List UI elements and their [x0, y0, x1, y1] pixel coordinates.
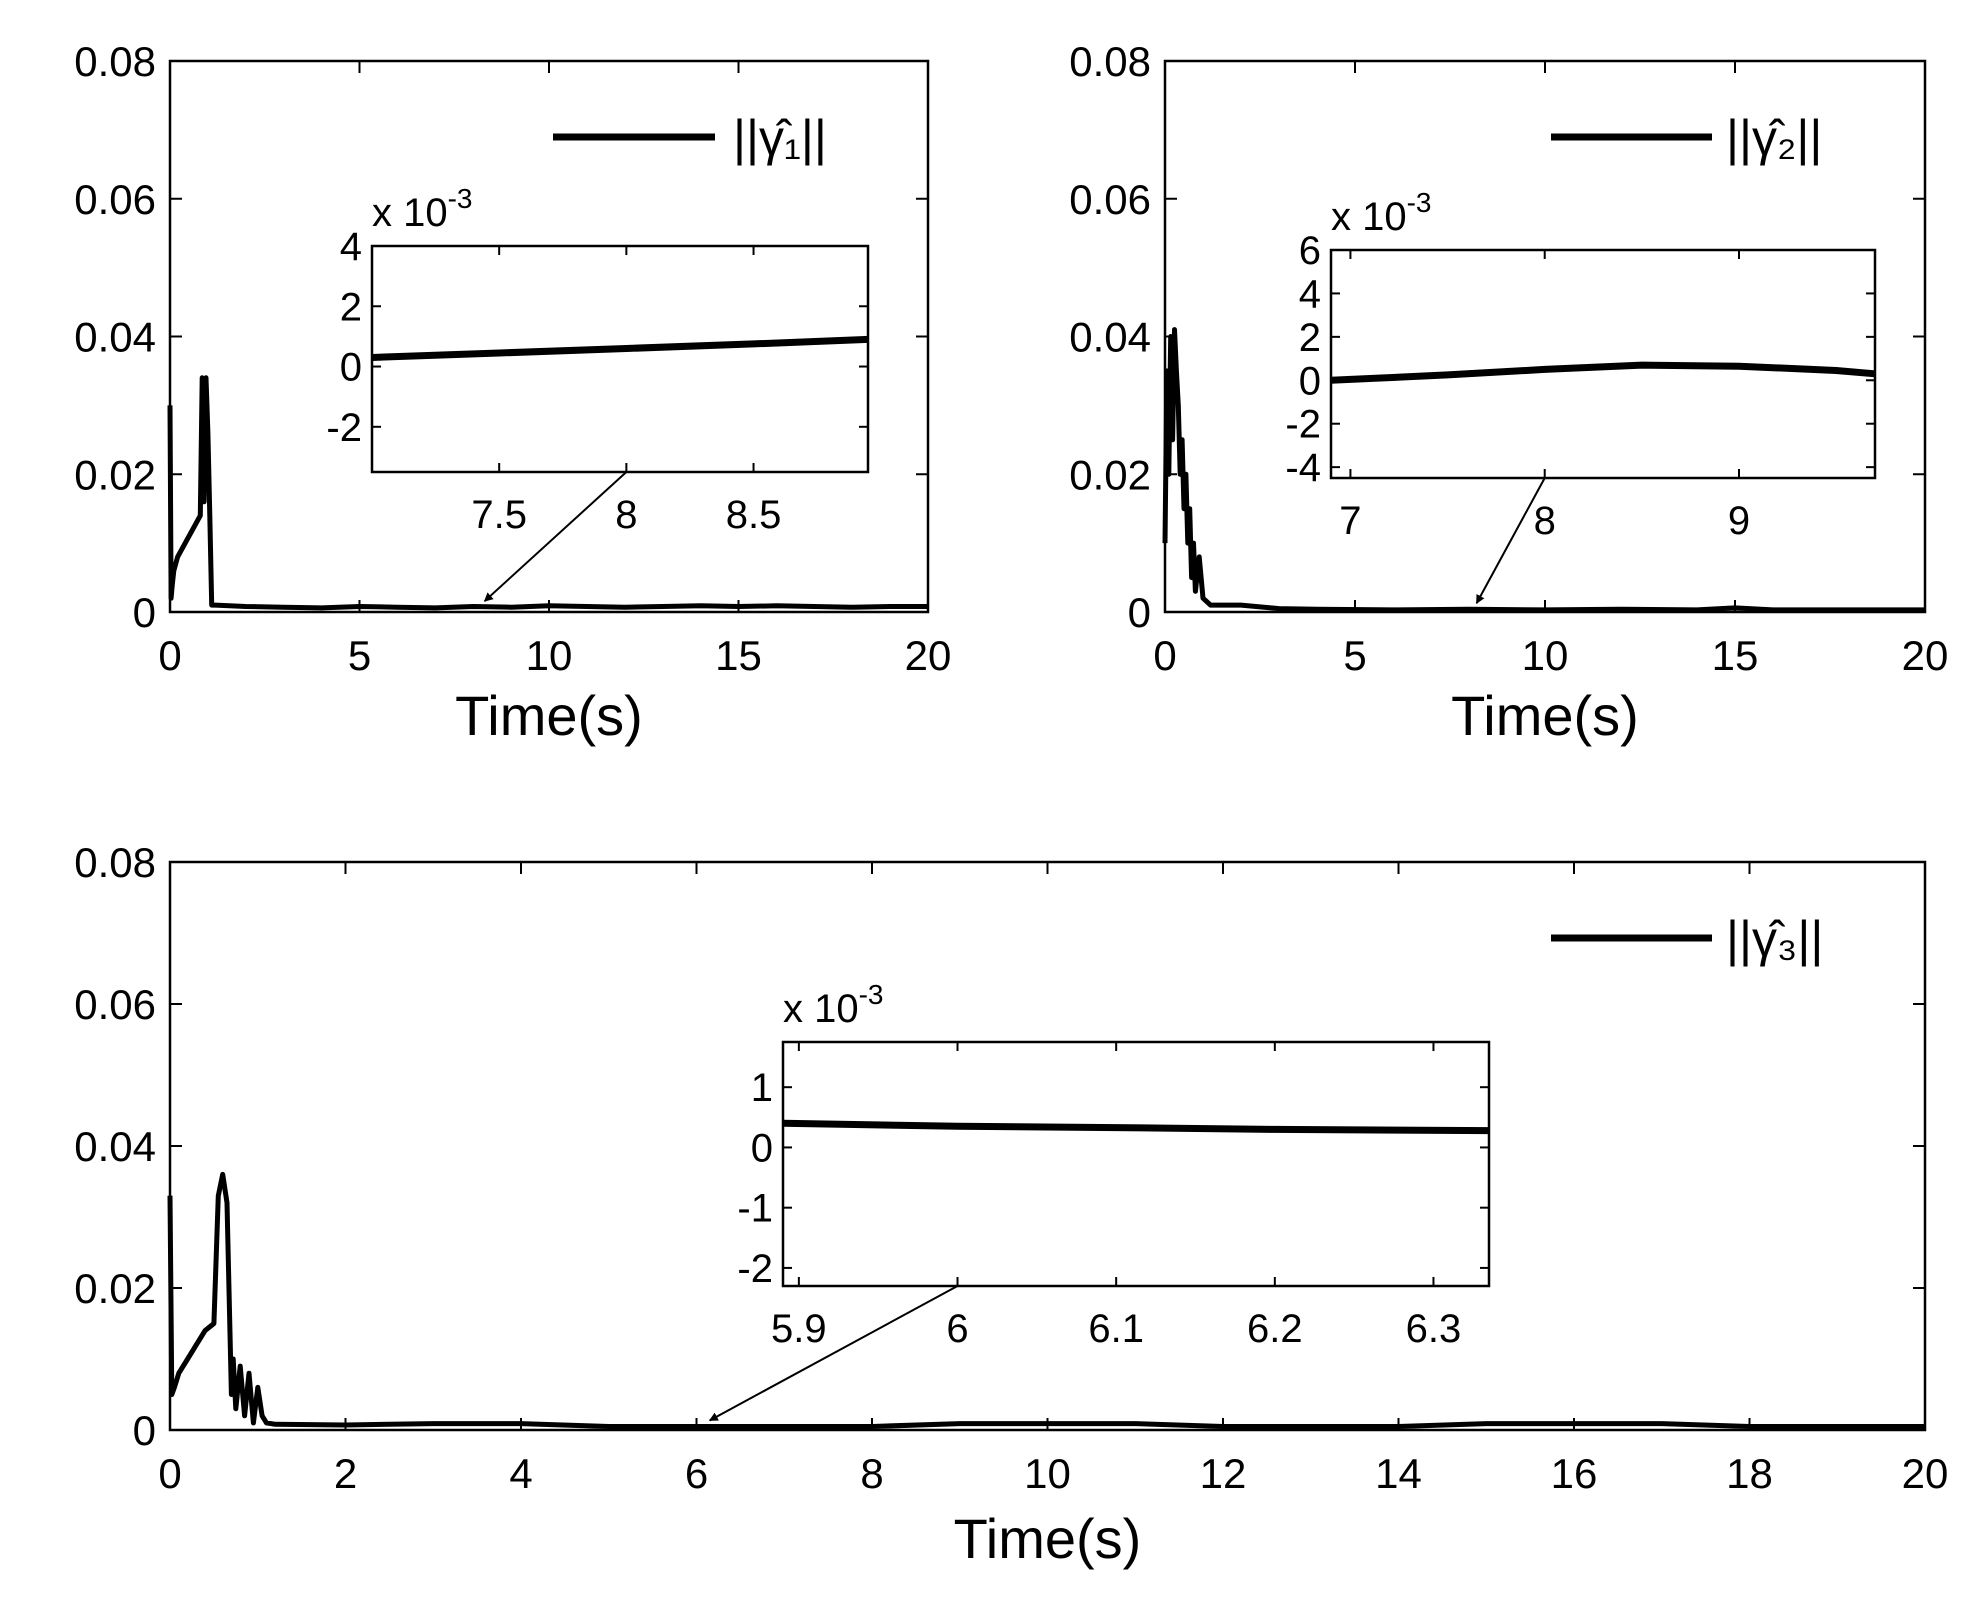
bottom-x-tick-label: 0: [158, 1450, 181, 1497]
top-right-x-tick-label: 5: [1343, 632, 1366, 679]
top-left-x-tick-label: 5: [348, 632, 371, 679]
top-right-y-tick-label: 0.02: [1069, 451, 1151, 498]
bottom-inset-x-tick-label: 6.3: [1406, 1307, 1462, 1351]
top-right-x-tick-label: 15: [1712, 632, 1759, 679]
panel-top-left: 0 5 10 15 2000.020.040.060.08Time(s)||γ̂₁||7…: [74, 38, 951, 747]
bottom-inset-exponent-base: x 10: [783, 987, 859, 1031]
bottom-inset-y-tick-label: 0: [751, 1126, 773, 1170]
bottom-inset-y-tick-label: -1: [737, 1187, 773, 1231]
top-left-legend-label: ||γ̂₁||: [733, 110, 827, 166]
top-right-zoom-arrow: [1475, 477, 1546, 605]
top-left-inset-series-line: [371, 335, 869, 361]
bottom-x-tick-label: 18: [1726, 1450, 1773, 1497]
bottom-inset-exponent-power: -3: [859, 979, 884, 1010]
top-right-inset-exponent: x 10-3: [1331, 187, 1432, 239]
top-right-inset-exponent-base: x 10: [1331, 195, 1407, 239]
bottom-inset-y-tick-label: 1: [751, 1066, 773, 1110]
bottom-x-tick-label: 14: [1375, 1450, 1422, 1497]
top-left-inset-y-tick-label: 0: [340, 346, 362, 390]
top-right-inset-x-tick-label: 9: [1728, 499, 1750, 543]
bottom-x-tick-label: 4: [509, 1450, 532, 1497]
top-left-x-axis-title: Time(s): [455, 684, 643, 747]
top-left-inset-x-tick-label: 7.5: [471, 493, 527, 537]
top-left-x-tick-label: 0: [158, 632, 181, 679]
top-right-inset-y-tick-label: -4: [1285, 446, 1321, 490]
top-right-x-tick-label: 0: [1153, 632, 1176, 679]
bottom-x-tick-label: 10: [1024, 1450, 1071, 1497]
top-left-series-line: [167, 375, 928, 611]
top-right-x-tick-label: 20: [1902, 632, 1949, 679]
top-right-legend-label: ||γ̂₂||: [1726, 110, 1822, 166]
bottom-inset-x-tick-label: 6: [946, 1307, 968, 1351]
bottom-inset-exponent: x 10-3: [783, 979, 884, 1031]
bottom-inset-x-tick-label: 6.1: [1088, 1307, 1144, 1351]
top-left-inset-exponent: x 10-3: [372, 183, 473, 235]
top-right-y-tick-label: 0.04: [1069, 314, 1151, 361]
panel-top-right: 0 5 10 15 2000.020.040.060.08Time(s)||γ̂₂||7…: [1069, 38, 1948, 747]
top-left-inset-frame: [370, 244, 870, 474]
top-left-zoom-arrow: [483, 471, 628, 602]
top-right-inset-y-tick-label: 4: [1299, 272, 1321, 316]
top-left-y-tick-label: 0.02: [74, 451, 156, 498]
top-right-inset-y-tick-label: 0: [1299, 359, 1321, 403]
panel-bottom: 0 2 4 6 8 10 12 14 16 18 2000.020.040.060.08Time(s…: [74, 839, 1948, 1570]
top-right-inset-series-line: [1330, 361, 1876, 384]
bottom-x-tick-label: 2: [334, 1450, 357, 1497]
top-left-y-tick-label: 0.08: [74, 38, 156, 85]
bottom-inset-x-tick-label: 5.9: [771, 1307, 827, 1351]
top-left-y-tick-label: 0.04: [74, 314, 156, 361]
bottom-x-tick-label: 16: [1551, 1450, 1598, 1497]
bottom-zoom-arrow: [708, 1285, 958, 1422]
top-left-inset-y-tick-label: -2: [326, 406, 362, 450]
bottom-legend-label: ||γ̂₃||: [1726, 911, 1823, 967]
top-right-x-axis-title: Time(s): [1451, 684, 1639, 747]
bottom-y-tick-label: 0.08: [74, 839, 156, 886]
top-right-inset-x-tick-label: 8: [1534, 499, 1556, 543]
top-right-y-tick-label: 0.08: [1069, 38, 1151, 85]
top-right-series-line: [1162, 327, 1925, 613]
top-right-inset-y-tick-label: -2: [1285, 403, 1321, 447]
bottom-x-tick-label: 6: [685, 1450, 708, 1497]
top-left-x-tick-label: 20: [905, 632, 952, 679]
top-right-x-tick-label: 10: [1522, 632, 1569, 679]
top-left-inset-y-tick-label: 2: [340, 285, 362, 329]
bottom-inset-frame: [781, 1040, 1491, 1288]
top-left-y-tick-label: 0.06: [74, 176, 156, 223]
top-right-inset-y-tick-label: 2: [1299, 316, 1321, 360]
bottom-y-tick-label: 0.02: [74, 1265, 156, 1312]
top-left-x-tick-label: 10: [526, 632, 573, 679]
bottom-y-tick-label: 0.04: [74, 1123, 156, 1170]
top-left-inset-x-tick-label: 8.5: [726, 493, 782, 537]
top-right-y-tick-label: 0: [1128, 589, 1151, 636]
bottom-x-axis-title: Time(s): [954, 1507, 1142, 1570]
top-left-inset-exponent-base: x 10: [372, 191, 448, 235]
top-right-y-tick-label: 0.06: [1069, 176, 1151, 223]
top-right-inset-y-tick-label: 6: [1299, 229, 1321, 273]
top-left-x-tick-label: 15: [715, 632, 762, 679]
bottom-inset-y-tick-label: -2: [737, 1247, 773, 1291]
bottom-x-tick-label: 20: [1902, 1450, 1949, 1497]
bottom-x-tick-label: 8: [860, 1450, 883, 1497]
top-left-inset-exponent-power: -3: [448, 183, 473, 214]
top-left-y-tick-label: 0: [133, 589, 156, 636]
bottom-inset-x-tick-label: 6.2: [1247, 1307, 1303, 1351]
top-left-inset-x-tick-label: 8: [615, 493, 637, 537]
bottom-series-line: [167, 1171, 1925, 1429]
top-left-inset-y-tick-label: 4: [340, 225, 362, 269]
top-right-inset-exponent-power: -3: [1407, 187, 1432, 218]
top-right-inset-x-tick-label: 7: [1339, 499, 1361, 543]
bottom-y-tick-label: 0: [133, 1407, 156, 1454]
bottom-y-tick-label: 0.06: [74, 981, 156, 1028]
bottom-inset-series-line: [782, 1119, 1490, 1135]
bottom-x-tick-label: 12: [1200, 1450, 1247, 1497]
